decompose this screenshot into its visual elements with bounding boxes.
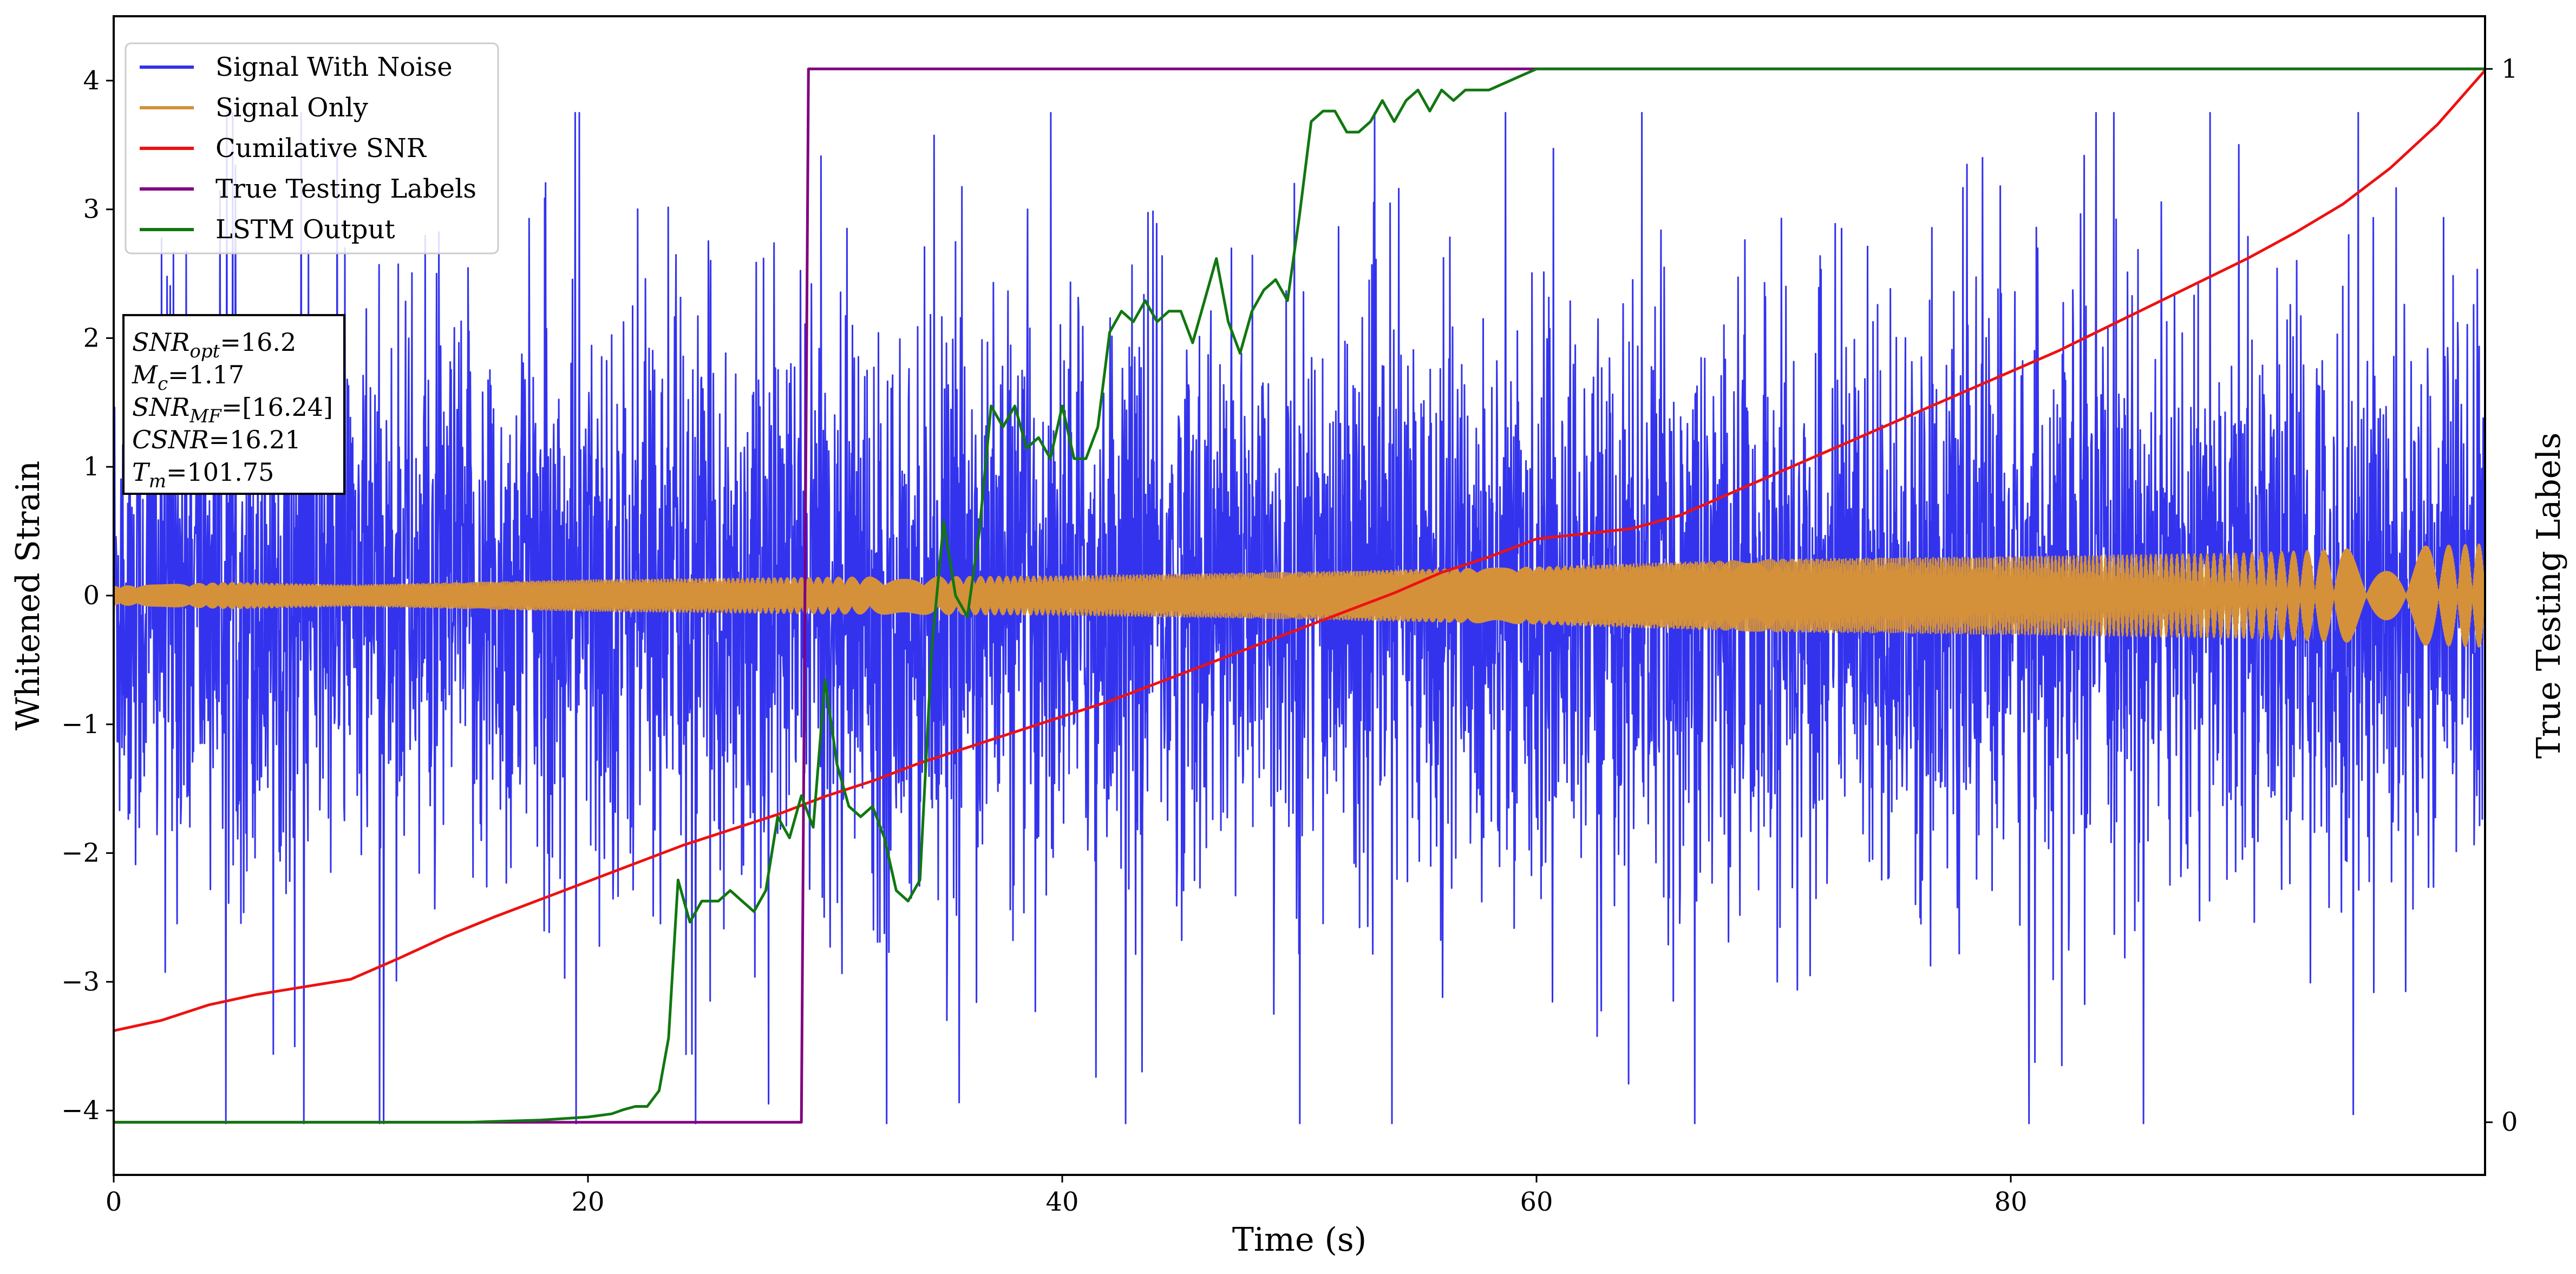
y-tick-label: −4	[61, 1095, 100, 1126]
annotation-line: SNRMF=[16.24]	[132, 393, 333, 427]
legend-box	[125, 42, 499, 254]
signal-with-noise-series	[114, 112, 2485, 1125]
annotation-line: CSNR=16.21	[132, 425, 301, 454]
y-tick-label: 4	[83, 66, 100, 96]
signal-only-series	[114, 543, 2485, 648]
lstm-output-series	[114, 67, 2485, 1124]
x-tick-label: 0	[106, 1187, 122, 1217]
annotation-line: SNRopt=16.2	[132, 328, 296, 362]
annotation-line: Tm=101.75	[132, 458, 274, 492]
signal-with-noise-line	[114, 112, 2485, 1125]
annotation-line: Mc=1.17	[132, 360, 244, 395]
y-tick-label: 0	[83, 580, 100, 611]
legend-label: Cumilative SNR	[215, 133, 427, 164]
y2-tick-label: 1	[2501, 54, 2518, 84]
x-tick-label: 40	[1045, 1187, 1078, 1217]
x-tick-label: 20	[571, 1187, 604, 1217]
y-tick-label: 2	[83, 323, 100, 353]
lstm-output-line	[114, 67, 2485, 1124]
annotation-box	[122, 314, 345, 495]
y-axis-label: Whitened Strain	[9, 461, 47, 730]
x-tick-label: 80	[1994, 1187, 2027, 1217]
y-tick-label: 3	[83, 194, 100, 225]
x-tick-label: 60	[1520, 1187, 1553, 1217]
y-tick-label: 1	[83, 452, 100, 482]
parameter-annotation: SNRopt=16.2Mc=1.17SNRMF=[16.24]CSNR=16.2…	[122, 314, 345, 495]
cumulative-snr-line	[114, 69, 2485, 1033]
legend: Signal With Noise Signal Only Cumilative S…	[125, 42, 499, 254]
legend-label: Signal Only	[215, 93, 368, 123]
x-axis-label: Time (s)	[1232, 1221, 1367, 1259]
y2-tick-label: 0	[2501, 1107, 2518, 1138]
y-tick-label: −2	[61, 838, 100, 868]
signal-only-line	[114, 543, 2485, 648]
y-tick-label: −3	[61, 966, 100, 997]
cumulative-snr-series	[114, 69, 2485, 1033]
legend-label: Signal With Noise	[215, 52, 453, 82]
plot-area	[114, 67, 2485, 1125]
y-tick-label: −1	[61, 709, 100, 740]
y2-axis-label: True Testing Labels	[2530, 433, 2568, 759]
legend-label: True Testing Labels	[215, 174, 476, 204]
legend-label: LSTM Output	[215, 214, 395, 245]
